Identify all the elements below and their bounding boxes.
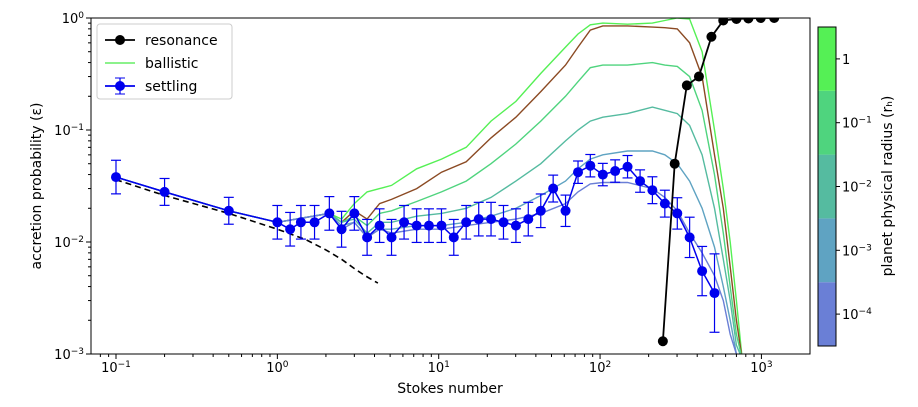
resonance-point [755,18,766,23]
settling-point [709,288,720,299]
settling-point [436,220,447,231]
y-tick-label: 10−1 [54,123,84,139]
settling-point [399,217,410,228]
colorbar-tick-label: 10−4 [842,307,872,323]
settling-point [324,208,335,219]
settling-point [374,220,385,231]
y-axis-label: accretion probability (ε) [29,103,45,270]
settling-point [523,214,534,225]
resonance-point [743,18,754,24]
settling-point [635,176,646,187]
analytic-curve [115,178,379,284]
x-axis-ticks: 10−1 100 101 102 103 [99,354,773,376]
settling-point [597,169,608,180]
settling-point [610,166,621,177]
settling-point [461,217,472,228]
colorbar-band [818,90,836,155]
settling-point [560,205,571,216]
plot-frame [90,17,811,355]
settling-point [272,217,283,228]
colorbar-tick-label: 10−3 [842,243,872,259]
resonance-point [657,336,668,347]
colorbar-tick-label: 1 [842,53,850,68]
settling-point [285,224,296,235]
settling-point [573,167,584,178]
settling-point [386,232,397,243]
settling-point [585,160,596,171]
resonance-point [693,71,704,82]
colorbar-tick-label: 10−1 [842,116,872,132]
x-tick-label: 103 [750,360,772,376]
y-tick-label: 10−3 [54,347,84,363]
settling-point [548,183,559,194]
settling-point [659,198,670,209]
colorbar-tick-label: 10−2 [842,180,872,196]
analytic-dashed-line [115,178,379,284]
colorbar: 1 10−1 10−2 10−3 10−4 [817,26,872,347]
settling-point [159,186,170,197]
x-tick-label: 100 [266,360,289,376]
settling-point [223,205,234,216]
legend: resonance ballistic settling [96,23,233,100]
settling-point [336,224,347,235]
x-axis-label: Stokes number [397,381,503,397]
settling-point [647,185,658,196]
settling-point [672,208,683,219]
resonance-point [718,18,729,26]
legend-box [96,23,233,100]
settling-point [510,220,521,231]
settling-point [535,205,546,216]
legend-swatch-marker [115,35,125,45]
settling-series [110,153,720,333]
colorbar-band [818,154,836,219]
resonance-point [681,80,692,91]
settling-point [295,217,306,228]
radius-curve [115,176,738,354]
settling-point [684,232,695,243]
settling-point [473,214,484,225]
y-tick-label: 10−2 [54,235,84,251]
x-tick-label: 101 [428,360,450,376]
legend-swatch-marker [115,81,125,91]
settling-point [697,266,708,277]
resonance-point [769,18,780,23]
legend-label: resonance [145,33,218,49]
settling-point [423,220,434,231]
settling-point [309,217,320,228]
colorbar-label: planet physical radius (rₕ) [880,96,896,277]
colorbar-band [818,218,836,283]
x-tick-label: 102 [589,360,611,376]
legend-label: ballistic [145,56,199,72]
colorbar-band [818,27,836,91]
radius-curve [115,150,738,354]
resonance-point [669,158,680,169]
y-axis-ticks: 10−3 10−2 10−1 100 [54,11,91,363]
settling-point [498,217,509,228]
settling-point [448,232,459,243]
settling-point [110,172,121,183]
resonance-point [731,18,742,24]
resonance-point [706,31,717,42]
settling-point [486,214,497,225]
settling-point [622,161,633,172]
y-tick-label: 100 [62,11,85,27]
settling-point [411,220,422,231]
x-tick-label: 10−1 [101,360,131,376]
colorbar-band [818,282,836,346]
settling-point [362,232,373,243]
legend-label: settling [145,79,197,95]
settling-point [349,208,360,219]
